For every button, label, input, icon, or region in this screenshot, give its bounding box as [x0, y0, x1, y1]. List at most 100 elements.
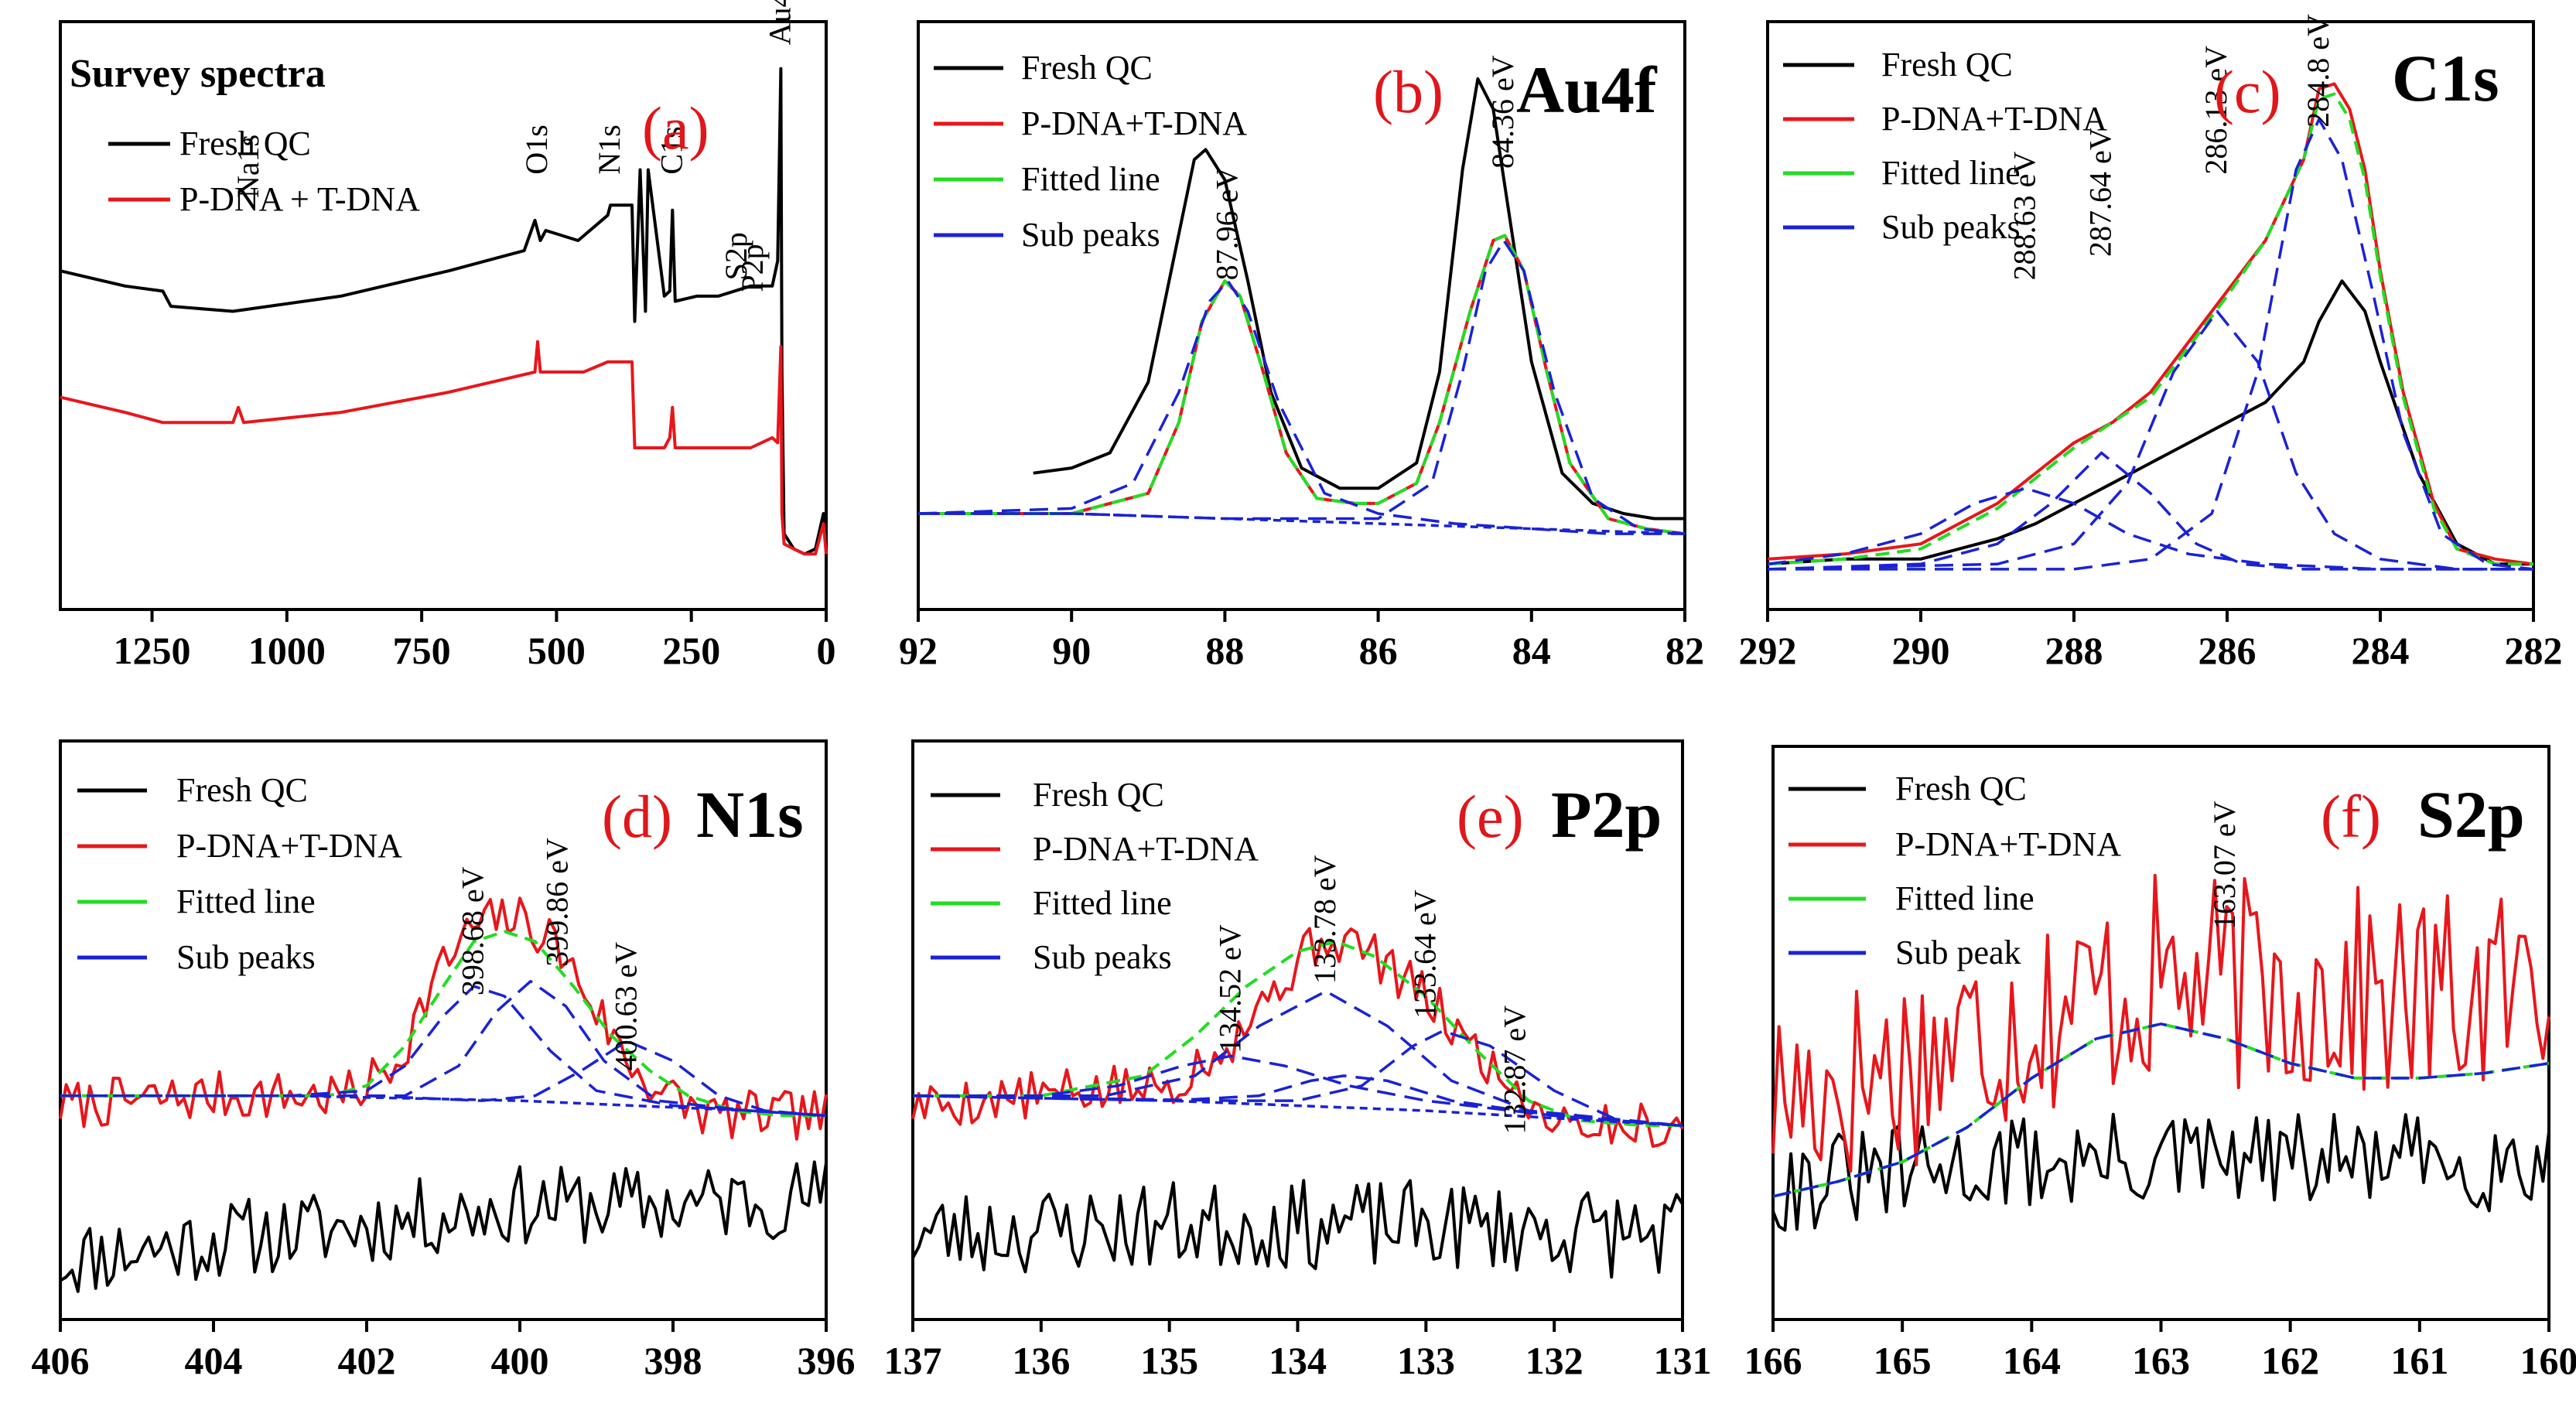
- legend-b-fresh-label: Fresh QC: [1021, 49, 1153, 87]
- panel-a-tick-label: 250: [662, 629, 720, 672]
- panel-b-tick-label: 88: [1205, 629, 1244, 672]
- panel-c-xticks: 292 290 288 286 284 282: [1739, 609, 2563, 672]
- panel-c-tag: (c): [2214, 58, 2281, 125]
- panel-a-title: Survey spectra: [70, 52, 326, 96]
- legend-e-fitted-label: Fitted line: [1033, 884, 1172, 922]
- panel-c-series-sub-peak-284-8: [1768, 118, 2534, 571]
- panel-a-tick-label: 750: [393, 629, 451, 672]
- panel-f-tick-label: 164: [2003, 1339, 2061, 1382]
- legend-f-dna-label: P-DNA+T-DNA: [1895, 825, 2121, 863]
- panel-a-tick-label: 1000: [248, 629, 326, 672]
- panel-a-tick-label: 0: [817, 629, 836, 672]
- panel-a-tag: (a): [642, 94, 709, 162]
- panel-e-tick-label: 133: [1397, 1339, 1455, 1382]
- panel-c-plot: [1767, 82, 2534, 571]
- panel-d-peak-label: 398.68 eV: [456, 866, 490, 995]
- panel-d-annotations: 398.68 eV 399.86 eV 400.63 eV: [456, 838, 644, 1070]
- panel-e-tick-label: 132: [1525, 1339, 1584, 1382]
- panel-a-peak-label: N1s: [592, 125, 627, 174]
- legend-a-dna-label: P-DNA + T-DNA: [179, 180, 420, 218]
- panel-d-tick-label: 396: [798, 1339, 856, 1382]
- panel-b-series-background: [918, 512, 1686, 535]
- panel-d-n1s: 406 404 402 400 398 396 398.68 eV 399.86 eV 400…: [32, 739, 856, 1382]
- panel-d-tick-label: 404: [185, 1339, 243, 1382]
- panel-e-series-sub-peak-133-78: [913, 989, 1683, 1128]
- panel-a-peak-label: Au4f: [762, 0, 797, 45]
- legend-c-sub-label: Sub peaks: [1881, 208, 2021, 246]
- panel-c-series-fresh-qc: [1767, 279, 2533, 566]
- panel-c-tick-label: 290: [1892, 629, 1950, 672]
- panel-f-tick-label: 166: [1744, 1339, 1802, 1382]
- legend-e-sub-label: Sub peaks: [1033, 938, 1172, 976]
- panel-f-xticks: 166 165 164 163 162 161 160: [1744, 1320, 2576, 1382]
- panel-b-tick-label: 92: [899, 629, 938, 672]
- legend-d-fitted-label: Fitted line: [176, 883, 316, 920]
- panel-b-xticks: 92 90 88 86 84 82: [899, 609, 1704, 672]
- panel-e-peak-label: 134.52 eV: [1212, 924, 1247, 1053]
- panel-b-tick-label: 90: [1052, 629, 1091, 672]
- legend-e-fresh-label: Fresh QC: [1033, 776, 1164, 814]
- panel-c-peak-label: 288.63 eV: [2007, 152, 2042, 281]
- panel-c-tick-label: 286: [2198, 629, 2257, 672]
- legend-c-fitted-label: Fitted line: [1881, 154, 2021, 192]
- panel-e-p2p: 137 136 135 134 133 132 131 134.52 eV 133.78 eV…: [884, 739, 1712, 1382]
- panel-b-peak-label: 84.36 eV: [1485, 55, 1520, 169]
- legend-f-fitted-label: Fitted line: [1895, 879, 2034, 917]
- panel-b-peak-label: 87.96 eV: [1209, 167, 1244, 281]
- panel-c-legend: Fresh QC P-DNA+T-DNA Fitted line Sub pea…: [1783, 46, 2107, 246]
- panel-b-annotations: 87.96 eV 84.36 eV: [1209, 55, 1520, 280]
- panel-e-tag: (e): [1457, 783, 1524, 850]
- panel-c-series-sub-peak-288-63: [1767, 487, 2533, 571]
- panel-f-series-fresh-qc: [1771, 1112, 2550, 1232]
- panel-a-tick-label: 500: [528, 629, 586, 672]
- panel-a-peak-label: P2p: [735, 244, 770, 292]
- panel-b-series-fresh-qc: [1033, 77, 1685, 521]
- panel-e-series-sub-peak-132-87: [912, 1029, 1683, 1128]
- panel-f-legend: Fresh QC P-DNA+T-DNA Fitted line Sub pea…: [1789, 770, 2121, 971]
- panel-f-annotations: 163.07 eV: [2207, 801, 2242, 930]
- panel-e-peak-label: 133.78 eV: [1307, 855, 1342, 984]
- panel-f-tick-label: 165: [1874, 1339, 1932, 1382]
- panel-b-tag: (b): [1373, 58, 1443, 125]
- panel-e-series-fresh-qc: [911, 1179, 1684, 1279]
- panel-d-series-sub-peak-400-63: [60, 1040, 827, 1118]
- panel-d-tick-label: 402: [338, 1339, 396, 1382]
- panel-e-tick-label: 136: [1012, 1339, 1070, 1382]
- panel-a-peak-label: S2p: [719, 232, 753, 280]
- panel-f-series-p-dna-t-dna: [1771, 873, 2550, 1173]
- panel-f-series-sub-peak: [1772, 1023, 2550, 1198]
- panel-d-tick-label: 398: [644, 1339, 702, 1382]
- panel-c-tick-label: 282: [2505, 629, 2563, 672]
- panel-b-series-sub-peak-87-96: [917, 279, 1685, 535]
- panel-e-xticks: 137 136 135 134 133 132 131: [884, 1320, 1712, 1382]
- panel-a-peak-label: C1s: [654, 126, 688, 174]
- panel-d-element: N1s: [696, 777, 804, 852]
- panel-a-series-fresh-qc: [60, 67, 828, 556]
- panel-a-series-p-dna-t-dna: [60, 340, 828, 556]
- panel-c-annotations: 288.63 eV 287.64 eV 286.13 eV 284.8 eV: [2007, 14, 2335, 280]
- panel-d-peak-label: 400.63 eV: [609, 942, 644, 1071]
- panel-d-frame: [59, 739, 828, 1321]
- panel-e-legend: Fresh QC P-DNA+T-DNA Fitted line Sub pea…: [931, 776, 1259, 976]
- panel-f-plot: [1771, 873, 2550, 1232]
- legend-c-fresh-label: Fresh QC: [1881, 46, 2013, 84]
- panel-b-tick-label: 86: [1359, 629, 1398, 672]
- panel-f-tick-label: 163: [2132, 1339, 2190, 1382]
- panel-e-plot: [911, 927, 1684, 1279]
- panel-c-tick-label: 292: [1739, 629, 1797, 672]
- panel-d-series-fresh-qc: [59, 1160, 828, 1293]
- panel-b-tick-label: 84: [1512, 629, 1551, 672]
- panel-e-annotations: 134.52 eV 133.78 eV 133.64 eV 132.87 eV: [1212, 855, 1532, 1134]
- panel-a-frame: [59, 20, 828, 611]
- legend-f-fresh-label: Fresh QC: [1895, 770, 2027, 807]
- panel-a-plot: [60, 67, 828, 556]
- panel-d-series-background: [60, 1094, 827, 1118]
- panel-b-plot: [917, 77, 1686, 536]
- legend-d-fresh-label: Fresh QC: [176, 771, 308, 809]
- panel-b-series-p-dna-t-dna: [918, 234, 1686, 536]
- panel-c-element: C1s: [2392, 41, 2499, 115]
- panel-a-peak-label: O1s: [519, 125, 554, 174]
- panel-c-series-sub-peak-287-64: [1767, 451, 2533, 571]
- panel-a-tick-label: 1250: [114, 629, 191, 672]
